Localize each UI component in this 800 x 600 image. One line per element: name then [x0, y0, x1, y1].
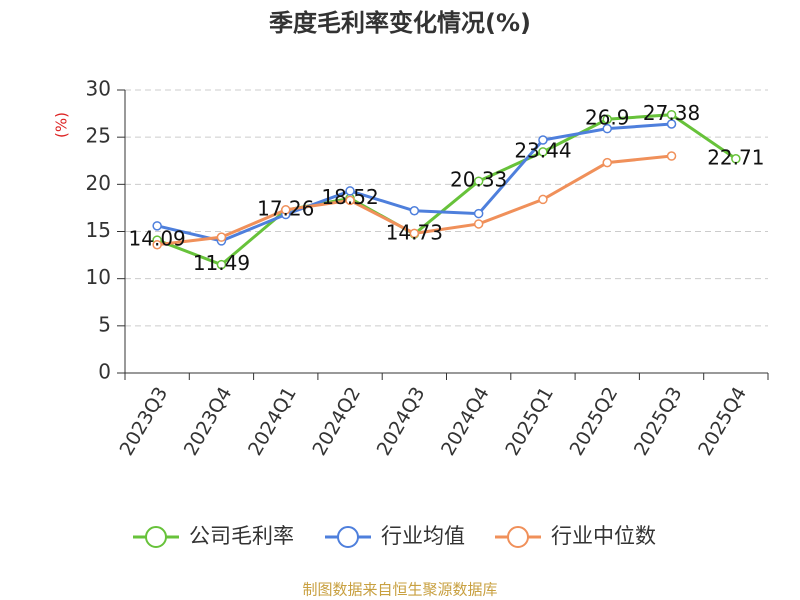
legend-marker [337, 526, 359, 548]
y-axis-label: (%) [53, 112, 71, 138]
x-tick-label: 2024Q1 [244, 383, 301, 459]
data-label: 23.44 [514, 138, 571, 162]
x-tick-label: 2025Q2 [566, 383, 623, 459]
y-tick-label: 15 [86, 218, 111, 242]
legend-marker [145, 526, 167, 548]
data-point [538, 147, 548, 157]
chart-title: 季度毛利率变化情况(%) [269, 9, 531, 37]
legend-label: 行业均值 [381, 524, 465, 548]
data-point [666, 109, 677, 120]
data-label: 20.33 [450, 168, 507, 192]
x-tick-label: 2024Q3 [373, 383, 430, 459]
y-tick-label: 0 [98, 360, 111, 384]
data-label: 17.26 [257, 197, 314, 221]
data-point [152, 239, 162, 250]
data-label: 14.09 [129, 227, 186, 251]
data-point [473, 176, 484, 186]
data-point [602, 123, 612, 134]
data-label: 18.52 [321, 185, 378, 209]
y-tick-label: 10 [86, 265, 111, 289]
source-note: 制图数据来自恒生聚源数据库 [302, 581, 497, 599]
data-label: 14.73 [386, 221, 443, 245]
x-tick-label: 2025Q1 [501, 383, 558, 459]
data-label: 26.9 [585, 106, 630, 130]
legend-marker [507, 526, 529, 548]
legend-label: 行业中位数 [551, 524, 656, 548]
data-point [538, 135, 548, 145]
y-tick-label: 30 [86, 77, 111, 101]
data-point [602, 157, 612, 168]
data-point [731, 154, 741, 164]
y-tick-label: 25 [86, 124, 111, 148]
y-tick-label: 5 [98, 312, 111, 336]
data-label: 27.38 [643, 101, 700, 125]
x-tick-label: 2024Q2 [308, 383, 365, 459]
series-line [156, 113, 737, 267]
x-tick-label: 2025Q3 [630, 383, 687, 459]
data-point [409, 228, 420, 239]
data-point [216, 259, 227, 270]
data-point [152, 221, 162, 231]
data-point [538, 194, 548, 205]
data-label: 11.49 [193, 251, 250, 275]
data-point [602, 114, 612, 124]
legend-label: 公司毛利率 [189, 524, 294, 548]
data-point [473, 208, 484, 219]
data-point [345, 186, 355, 196]
data-point [473, 219, 484, 229]
y-tick-label: 20 [86, 171, 111, 195]
x-tick-label: 2025Q4 [694, 383, 751, 459]
data-point [216, 232, 227, 242]
data-point [666, 151, 677, 161]
x-tick-label: 2024Q4 [437, 383, 494, 459]
x-tick-label: 2023Q3 [115, 383, 172, 459]
data-point [666, 119, 677, 129]
data-point [281, 205, 291, 215]
data-label: 22.71 [707, 145, 764, 169]
x-tick-label: 2023Q4 [180, 383, 237, 459]
data-point [345, 195, 355, 206]
data-point [409, 205, 420, 216]
